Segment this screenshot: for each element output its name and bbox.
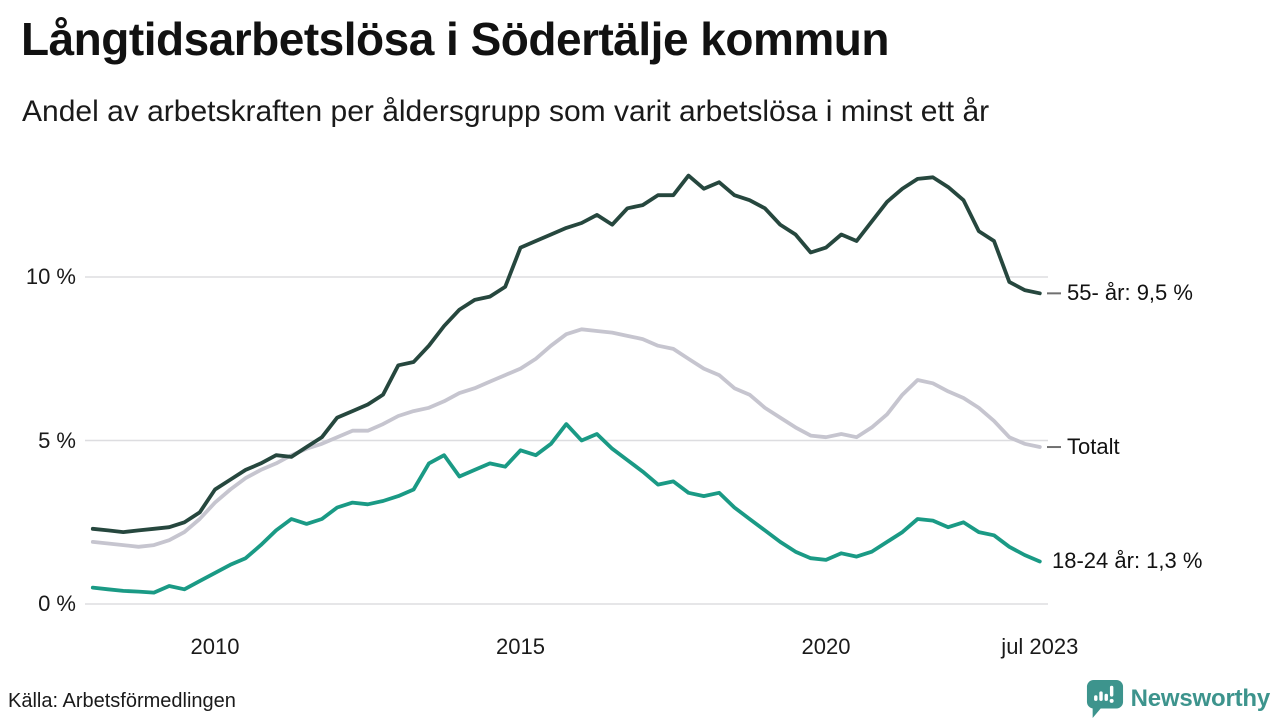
y-axis-tick-label: 0 % <box>38 591 76 616</box>
x-axis-tick-label: 2015 <box>496 634 545 659</box>
x-axis-tick-label: jul 2023 <box>1001 634 1079 659</box>
series-line-Totalt <box>90 327 1042 549</box>
series-end-label: 55- år: 9,5 % <box>1067 280 1193 306</box>
source-text: Källa: Arbetsförmedlingen <box>8 690 236 712</box>
page-title: Långtidsarbetslösa i Södertälje kommun <box>21 13 889 65</box>
series-end-label: 18-24 år: 1,3 % <box>1052 548 1203 574</box>
newsworthy-logo: Newsworthy <box>1086 679 1270 719</box>
y-axis-tick-label: 5 % <box>38 427 76 453</box>
x-axis-tick-label: 2010 <box>190 634 240 659</box>
series-line-55- år <box>90 173 1042 534</box>
series-end-label: Totalt <box>1067 434 1120 460</box>
newsworthy-logo-text: Newsworthy <box>1130 685 1271 712</box>
y-axis-tick-label: 10 % <box>25 264 76 289</box>
chart-subtitle: Andel av arbetskraften per åldersgrupp s… <box>22 95 990 128</box>
series-line-18-24 år <box>90 422 1042 595</box>
newsworthy-logo-icon <box>1086 680 1123 718</box>
x-axis-tick-label: 2020 <box>801 634 851 659</box>
